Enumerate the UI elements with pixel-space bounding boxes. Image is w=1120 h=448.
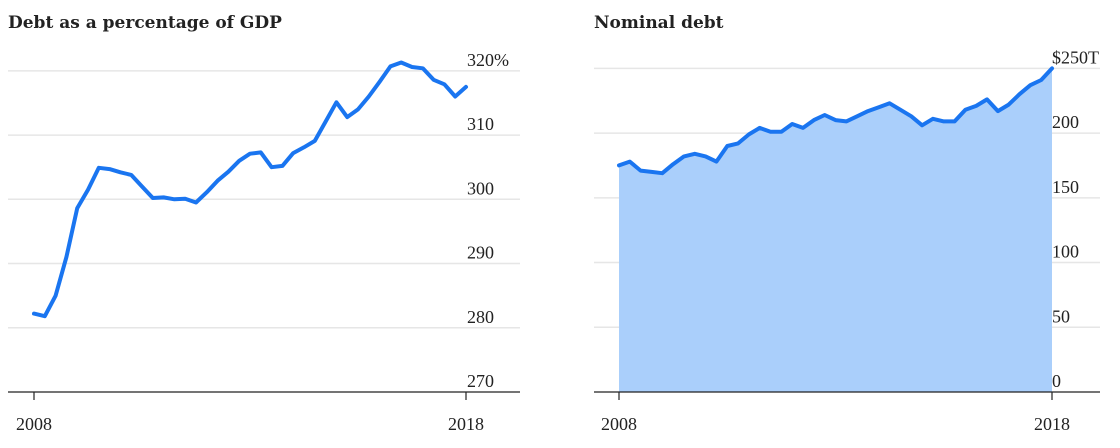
series-line xyxy=(32,60,468,319)
y-tick-labels: $250T 200 150 100 50 0 xyxy=(1052,47,1099,391)
y-tick-label: 280 xyxy=(467,307,494,327)
y-tick-label: 150 xyxy=(1052,177,1079,197)
y-tick-label: 100 xyxy=(1052,242,1079,262)
y-tick-label: 320% xyxy=(467,50,509,70)
series-group xyxy=(32,60,468,319)
chart-debt-gdp: Debt as a percentage of GDP 320% 310 300 29… xyxy=(8,13,520,434)
y-tick-label: $250T xyxy=(1052,47,1099,67)
series-line xyxy=(617,66,1054,176)
chart-title: Nominal debt xyxy=(594,13,724,33)
x-tick-label: 2008 xyxy=(601,414,637,434)
x-tick-label: 2018 xyxy=(1034,414,1070,434)
y-tick-label: 300 xyxy=(467,178,494,198)
chart-nominal-debt: Nominal debt $250T 200 150 100 50 0 2008 2018 xyxy=(594,13,1100,434)
gridlines xyxy=(8,70,520,329)
y-tick-label: 50 xyxy=(1052,306,1070,326)
y-tick-label: 290 xyxy=(467,243,494,263)
x-axis: 2008 2018 xyxy=(594,391,1100,434)
y-tick-label: 270 xyxy=(467,371,494,391)
area-group xyxy=(619,68,1052,393)
series-group xyxy=(617,66,1054,176)
y-tick-label: 310 xyxy=(467,114,494,134)
y-tick-labels: 320% 310 300 290 280 270 xyxy=(467,50,509,391)
y-tick-label: 200 xyxy=(1052,112,1079,132)
x-tick-label: 2018 xyxy=(448,414,484,434)
area-fill xyxy=(619,68,1052,393)
y-tick-label: 0 xyxy=(1052,371,1061,391)
chart-title: Debt as a percentage of GDP xyxy=(8,13,282,33)
x-tick-label: 2008 xyxy=(16,414,52,434)
x-axis: 2008 2018 xyxy=(8,391,520,434)
